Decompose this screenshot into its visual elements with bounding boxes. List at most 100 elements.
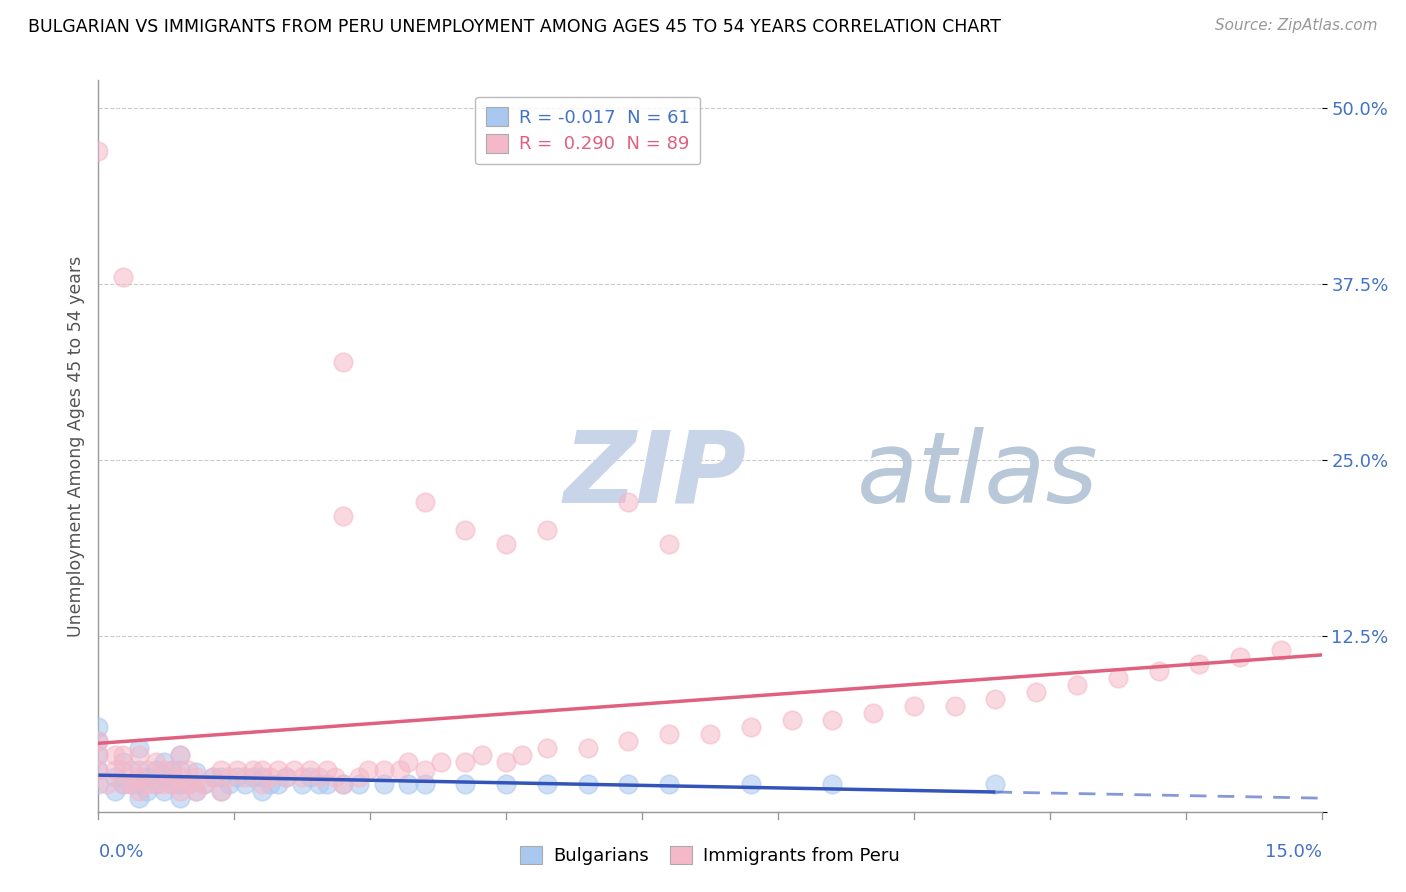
Point (396, 756, 419, 770)
Point (186, 783, 208, 797)
Point (332, 776, 354, 790)
Point (87, 748, 110, 763)
Point (128, 770, 150, 784)
Point (495, 756, 517, 770)
Point (413, 495, 436, 509)
Point (111, 270, 134, 285)
Point (1188, 657, 1211, 671)
Point (332, 354, 354, 368)
Point (1147, 664, 1170, 678)
Point (104, 770, 127, 784)
Point (104, 763, 127, 777)
Point (87, 734, 110, 748)
Point (699, 727, 721, 741)
Point (169, 776, 191, 790)
Point (323, 770, 346, 784)
Point (218, 770, 240, 784)
Point (308, 770, 330, 784)
Point (740, 776, 762, 790)
Point (512, 748, 534, 763)
Text: Source: ZipAtlas.com: Source: ZipAtlas.com (1215, 18, 1378, 33)
Point (1229, 650, 1251, 665)
Point (209, 783, 232, 797)
Point (658, 537, 681, 551)
Point (454, 524, 477, 538)
Point (740, 720, 762, 734)
Point (984, 776, 1007, 790)
Point (87, 776, 110, 790)
Point (87, 720, 110, 734)
Point (536, 524, 558, 538)
Point (193, 776, 215, 790)
Point (160, 763, 183, 777)
Point (226, 763, 249, 777)
Point (120, 776, 142, 790)
Point (299, 763, 322, 777)
Text: 0.0%: 0.0% (98, 843, 143, 861)
Point (495, 776, 517, 790)
Point (413, 763, 436, 777)
Point (201, 770, 224, 784)
Point (111, 776, 134, 790)
Point (152, 770, 174, 784)
Point (169, 763, 191, 777)
Point (186, 783, 208, 797)
Point (984, 692, 1007, 706)
Point (169, 748, 191, 763)
Point (862, 706, 884, 721)
Point (128, 783, 150, 797)
Point (209, 783, 232, 797)
Point (87, 763, 110, 777)
Point (152, 776, 174, 790)
Point (658, 727, 681, 741)
Point (128, 763, 150, 777)
Text: atlas: atlas (856, 426, 1098, 524)
Point (111, 763, 134, 777)
Point (186, 765, 208, 780)
Point (242, 770, 264, 784)
Point (201, 770, 224, 784)
Point (87, 748, 110, 763)
Point (373, 776, 395, 790)
Point (160, 763, 183, 777)
Point (145, 776, 167, 790)
Point (128, 790, 150, 805)
Point (145, 756, 167, 770)
Point (576, 741, 599, 756)
Point (356, 763, 378, 777)
Point (315, 763, 337, 777)
Point (87, 734, 110, 748)
Point (291, 776, 314, 790)
Point (111, 756, 134, 770)
Point (349, 770, 371, 784)
Point (250, 776, 273, 790)
Point (111, 776, 134, 790)
Point (291, 770, 314, 784)
Point (259, 770, 281, 784)
Point (658, 776, 681, 790)
Point (903, 699, 925, 714)
Text: 15.0%: 15.0% (1264, 843, 1322, 861)
Point (267, 776, 290, 790)
Point (315, 776, 337, 790)
Point (169, 783, 191, 797)
Point (120, 776, 142, 790)
Point (780, 714, 803, 728)
Point (169, 790, 191, 805)
Point (250, 763, 273, 777)
Y-axis label: Unemployment Among Ages 45 to 54 years: Unemployment Among Ages 45 to 54 years (66, 255, 84, 637)
Point (111, 748, 134, 763)
Point (617, 495, 640, 509)
Legend: Bulgarians, Immigrants from Peru: Bulgarians, Immigrants from Peru (513, 838, 907, 872)
Point (821, 714, 844, 728)
Point (430, 756, 453, 770)
Point (1025, 685, 1047, 699)
Point (471, 748, 494, 763)
Point (128, 741, 150, 756)
Point (193, 776, 215, 790)
Point (152, 763, 174, 777)
Point (233, 770, 256, 784)
Point (177, 763, 200, 777)
Point (145, 763, 167, 777)
Point (177, 776, 200, 790)
